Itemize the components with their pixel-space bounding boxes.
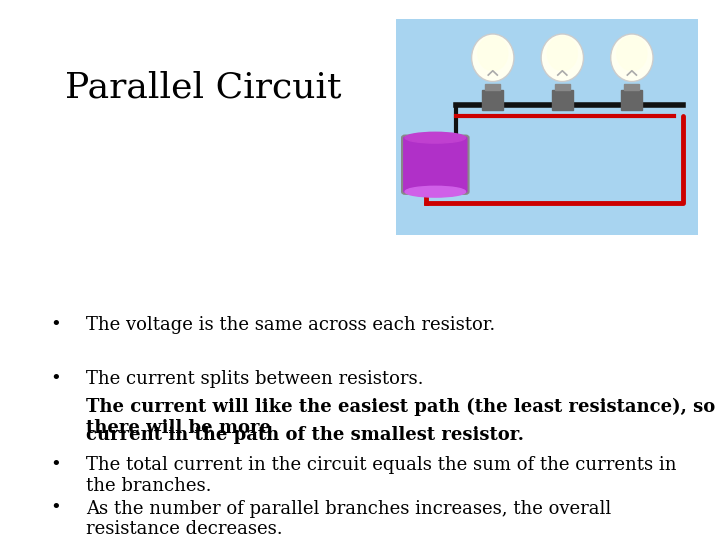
Ellipse shape bbox=[617, 36, 647, 71]
Text: As the number of parallel branches increases, the overall
resistance decreases.: As the number of parallel branches incre… bbox=[86, 500, 612, 538]
Bar bbox=[554, 84, 570, 90]
FancyBboxPatch shape bbox=[402, 136, 469, 194]
Ellipse shape bbox=[541, 34, 583, 82]
Ellipse shape bbox=[405, 186, 466, 197]
Text: •: • bbox=[50, 370, 61, 388]
Bar bbox=[485, 84, 500, 90]
Text: current in the path of the smallest resistor.: current in the path of the smallest resi… bbox=[86, 426, 524, 444]
Ellipse shape bbox=[472, 34, 514, 82]
Text: •: • bbox=[50, 316, 61, 334]
Ellipse shape bbox=[477, 36, 508, 71]
Text: •: • bbox=[50, 456, 61, 474]
Text: The current will like the easiest path (the least resistance), so there will be : The current will like the easiest path (… bbox=[86, 398, 716, 437]
Text: The current splits between resistors.: The current splits between resistors. bbox=[86, 370, 436, 388]
Bar bbox=[552, 90, 573, 110]
Text: The voltage is the same across each resistor.: The voltage is the same across each resi… bbox=[86, 316, 495, 334]
Ellipse shape bbox=[547, 36, 577, 71]
Ellipse shape bbox=[611, 34, 653, 82]
Text: The total current in the circuit equals the sum of the currents in
the branches.: The total current in the circuit equals … bbox=[86, 456, 677, 495]
Text: Parallel Circuit: Parallel Circuit bbox=[65, 70, 341, 104]
Text: •: • bbox=[50, 500, 61, 517]
Bar bbox=[621, 90, 642, 110]
Bar bbox=[482, 90, 503, 110]
Ellipse shape bbox=[405, 132, 466, 143]
Bar bbox=[624, 84, 639, 90]
